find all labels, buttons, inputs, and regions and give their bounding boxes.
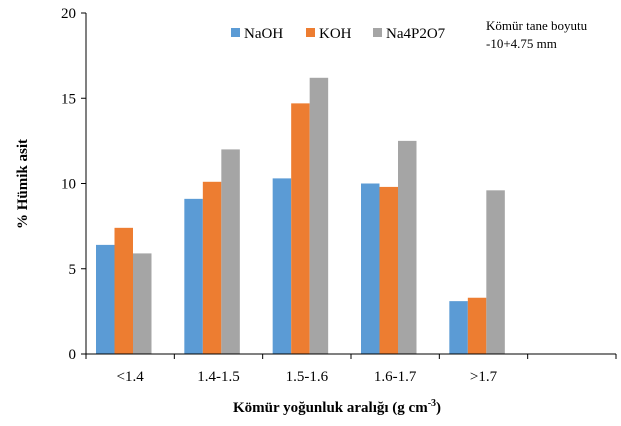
bar-naoh-4 bbox=[449, 301, 468, 354]
bar-koh-1 bbox=[202, 181, 222, 354]
bar-naoh-3 bbox=[361, 183, 380, 354]
legend-label-naoh: NaOH bbox=[244, 26, 283, 42]
legend-swatch-koh bbox=[306, 28, 315, 37]
bar-koh-2 bbox=[291, 103, 310, 355]
bar-na4p2o7-3 bbox=[398, 140, 417, 355]
x-tick-label-1: 1.4-1.5 bbox=[197, 369, 240, 385]
bar-naoh-1 bbox=[184, 198, 203, 354]
bar-naoh-0 bbox=[96, 244, 115, 354]
y-tick-label-20: 20 bbox=[61, 6, 76, 22]
x-axis-title-tail: ) bbox=[436, 400, 441, 416]
y-tick-label-0: 0 bbox=[69, 347, 77, 363]
x-tick-label-4: >1.7 bbox=[470, 369, 498, 385]
y-axis-title: % Hümik asit bbox=[15, 139, 31, 229]
bar-na4p2o7-1 bbox=[221, 149, 240, 354]
annotation-line-2: -10+4.75 mm bbox=[486, 36, 557, 51]
x-tick-label-3: 1.6-1.7 bbox=[374, 369, 417, 385]
bar-koh-0 bbox=[114, 227, 133, 354]
bar-na4p2o7-4 bbox=[486, 190, 505, 354]
legend: NaOH KOH Na4P2O7 bbox=[231, 26, 446, 42]
x-tick-label-0: <1.4 bbox=[117, 369, 145, 385]
legend-label-na4p2o7: Na4P2O7 bbox=[386, 26, 446, 42]
annotation-line-1: Kömür tane boyutu bbox=[486, 18, 588, 33]
bar-na4p2o7-2 bbox=[309, 77, 329, 354]
legend-swatch-na4p2o7 bbox=[373, 28, 382, 37]
x-tick-label-2: 1.5-1.6 bbox=[286, 369, 329, 385]
bar-naoh-2 bbox=[272, 178, 292, 354]
y-tick-label-15: 15 bbox=[61, 91, 76, 107]
x-axis-title: Kömür yoğunluk aralığı (g cm-3) bbox=[233, 398, 441, 416]
x-axis-title-main: Kömür yoğunluk aralığı (g cm bbox=[233, 400, 428, 416]
legend-label-koh: KOH bbox=[319, 26, 352, 42]
bar-koh-4 bbox=[467, 297, 487, 354]
bar-na4p2o7-0 bbox=[133, 253, 152, 354]
y-tick-label-5: 5 bbox=[69, 262, 77, 278]
y-tick-label-10: 10 bbox=[61, 177, 76, 193]
x-axis-title-sup: -3 bbox=[428, 398, 436, 409]
legend-swatch-naoh bbox=[231, 28, 240, 37]
bar-koh-3 bbox=[379, 186, 398, 354]
